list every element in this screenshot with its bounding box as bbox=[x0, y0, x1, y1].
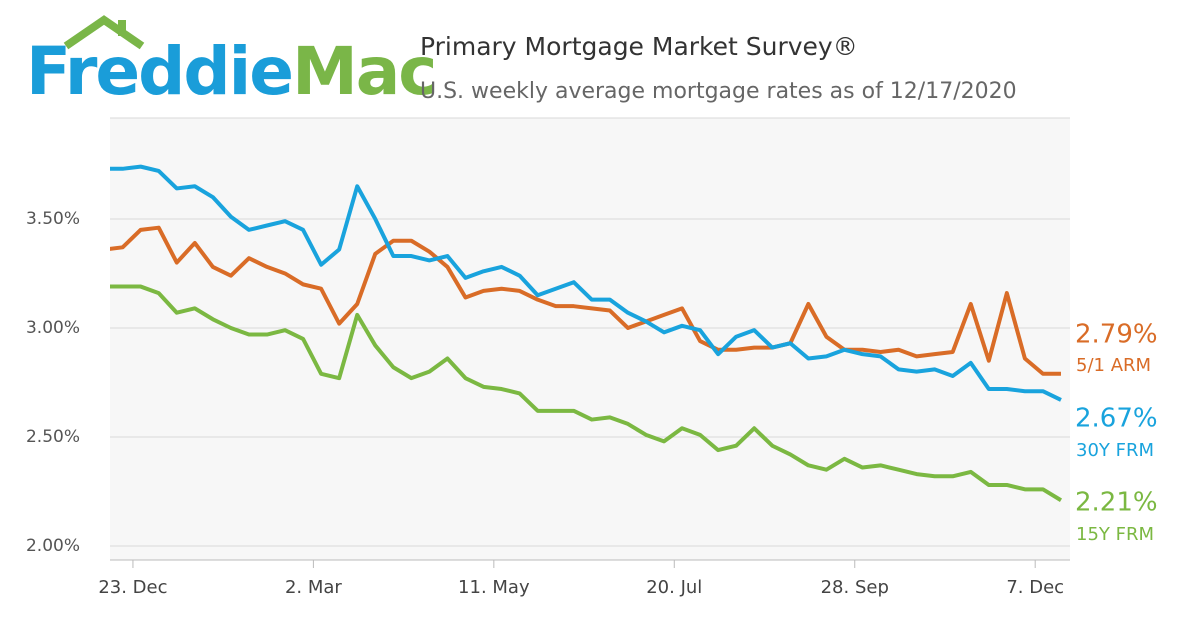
logo-chimney bbox=[118, 20, 126, 36]
y-tick-label: 2.00% bbox=[26, 536, 80, 556]
y-tick-label: 2.50% bbox=[26, 427, 80, 447]
x-tick-label: 23. Dec bbox=[98, 577, 167, 598]
x-tick-label: 28. Sep bbox=[821, 577, 889, 598]
x-tick-label: 11. May bbox=[458, 577, 530, 598]
logo-mac: Mac bbox=[292, 33, 435, 110]
series-line bbox=[110, 164, 1062, 402]
series-line bbox=[110, 284, 1063, 502]
plot-background bbox=[110, 118, 1070, 560]
logo: FreddieMac bbox=[26, 33, 435, 110]
logo-freddie: Freddie bbox=[26, 33, 292, 110]
end-value-label: 2.67% bbox=[1075, 404, 1158, 434]
chart-subtitle: U.S. weekly average mortgage rates as of… bbox=[420, 79, 1017, 104]
y-tick-label: 3.50% bbox=[26, 209, 80, 229]
chart-title: Primary Mortgage Market Survey® bbox=[420, 32, 858, 61]
x-tick-label: 20. Jul bbox=[646, 577, 702, 598]
end-value-label: 2.21% bbox=[1075, 488, 1158, 518]
end-value-label: 2.79% bbox=[1075, 320, 1158, 350]
logo-roof bbox=[63, 15, 145, 50]
x-tick-label: 7. Dec bbox=[1006, 577, 1064, 598]
y-tick-label: 3.00% bbox=[26, 318, 80, 338]
x-tick-label: 2. Mar bbox=[285, 577, 342, 598]
series-name-label: 30Y FRM bbox=[1076, 440, 1154, 461]
series-name-label: 15Y FRM bbox=[1076, 524, 1154, 545]
series-name-label: 5/1 ARM bbox=[1076, 355, 1151, 376]
plot bbox=[110, 164, 1070, 547]
series-line bbox=[110, 225, 1061, 376]
